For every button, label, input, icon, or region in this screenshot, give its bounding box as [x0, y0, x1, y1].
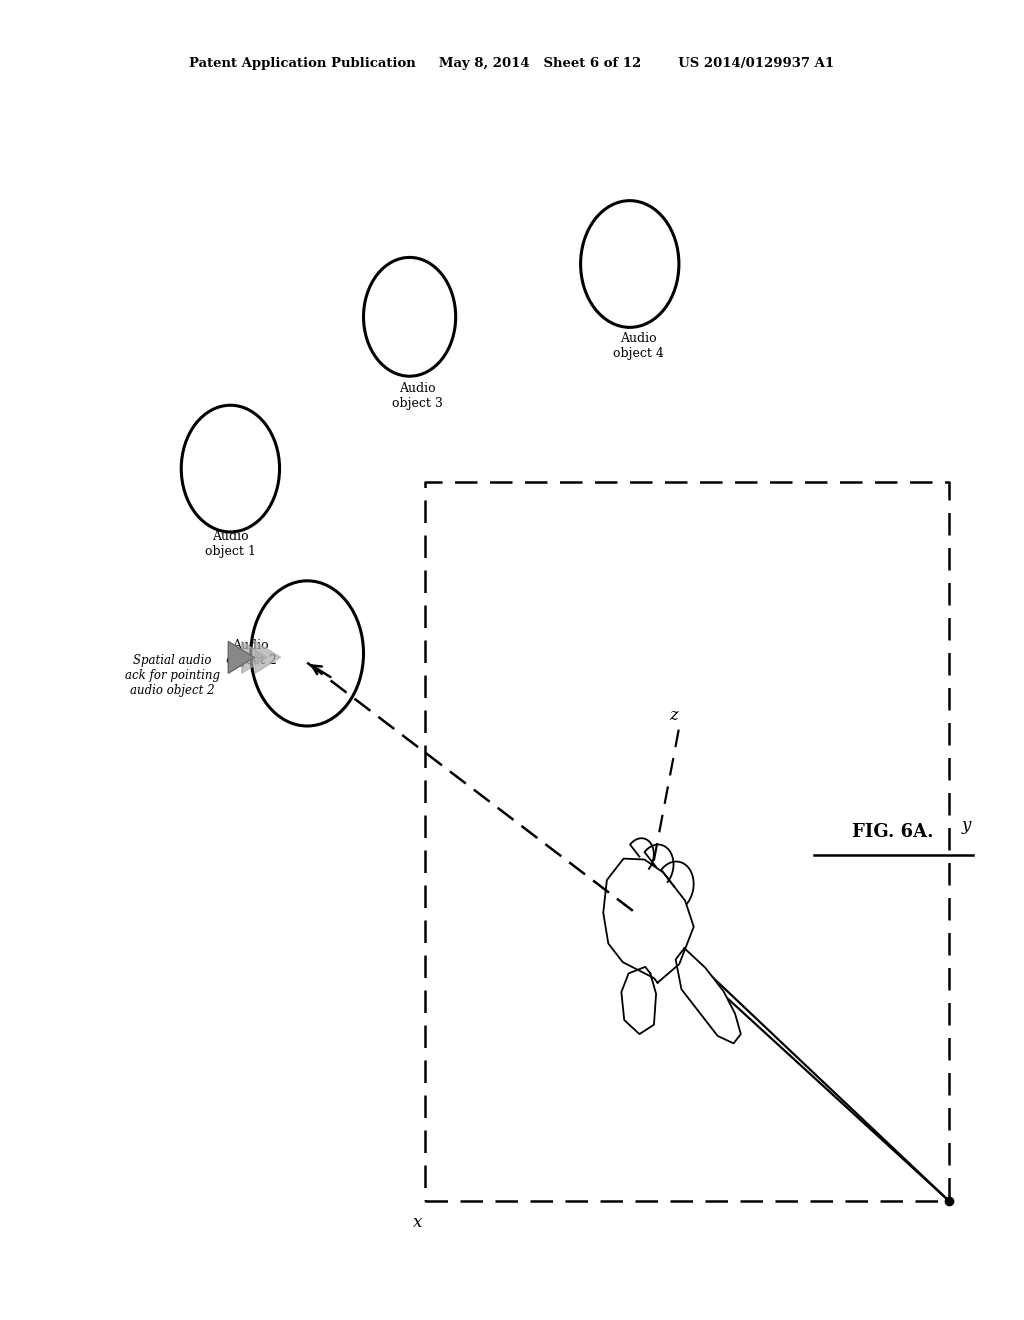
Text: Audio
object 1: Audio object 1	[205, 529, 256, 558]
Polygon shape	[228, 642, 254, 673]
Polygon shape	[676, 948, 740, 1043]
Polygon shape	[242, 642, 267, 673]
Text: x: x	[413, 1214, 423, 1230]
Circle shape	[364, 257, 456, 376]
Text: Audio
object 2: Audio object 2	[225, 639, 276, 668]
Text: z: z	[670, 708, 678, 723]
Text: Spatial audio
ack for pointing
audio object 2: Spatial audio ack for pointing audio obj…	[125, 655, 219, 697]
Text: Audio
object 3: Audio object 3	[392, 381, 443, 411]
Circle shape	[181, 405, 280, 532]
Text: Audio
object 4: Audio object 4	[612, 331, 664, 360]
Text: y: y	[962, 817, 972, 833]
Text: FIG. 6A.: FIG. 6A.	[852, 822, 934, 841]
Polygon shape	[622, 966, 656, 1034]
Polygon shape	[255, 642, 281, 673]
Circle shape	[251, 581, 364, 726]
Circle shape	[581, 201, 679, 327]
Text: Patent Application Publication     May 8, 2014   Sheet 6 of 12        US 2014/01: Patent Application Publication May 8, 20…	[189, 57, 835, 70]
Polygon shape	[603, 858, 693, 982]
